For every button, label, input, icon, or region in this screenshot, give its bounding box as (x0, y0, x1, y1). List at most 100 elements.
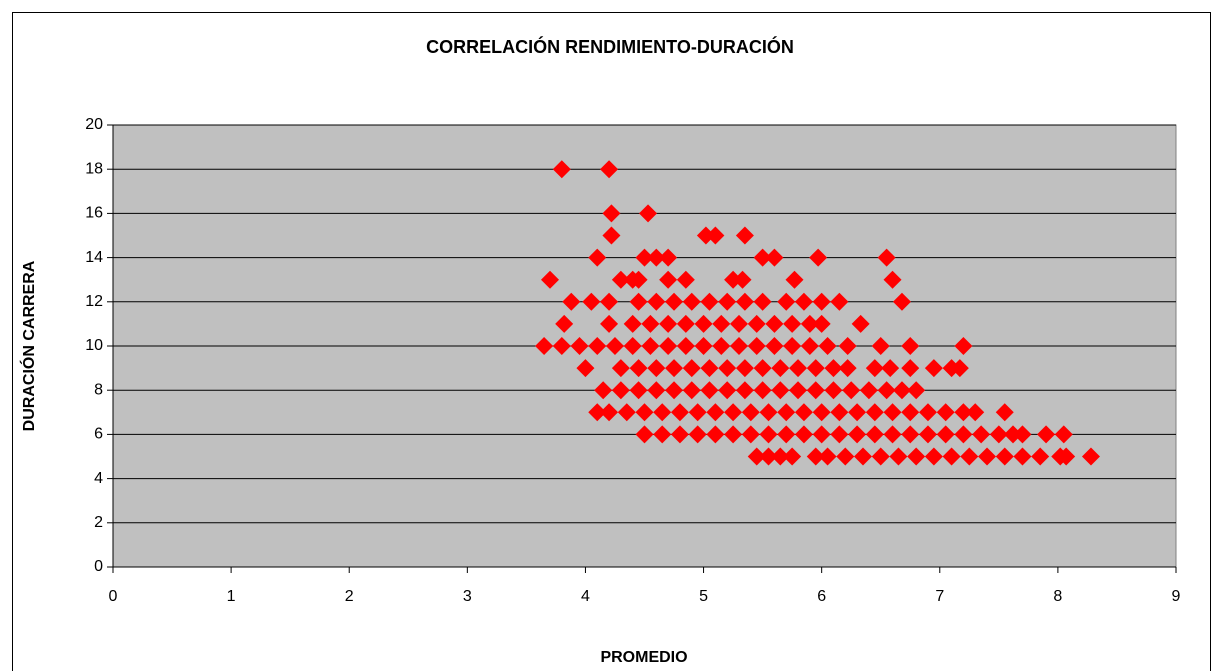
point (806, 359, 825, 378)
point (724, 425, 743, 444)
point (659, 248, 678, 267)
point (1054, 425, 1073, 444)
point (700, 359, 719, 378)
point (541, 270, 560, 289)
point (854, 447, 873, 466)
point (1004, 425, 1023, 444)
point (753, 359, 772, 378)
point (753, 381, 772, 400)
point (954, 337, 973, 355)
point (653, 425, 672, 444)
point (706, 403, 725, 422)
point (918, 403, 937, 422)
point (918, 425, 937, 444)
point (785, 270, 804, 289)
point (824, 381, 843, 400)
point (611, 381, 630, 400)
point (954, 403, 973, 422)
point (865, 359, 884, 378)
point (1081, 447, 1100, 466)
y-tick-label: 6 (94, 426, 103, 443)
x-tick-label: 3 (463, 588, 472, 605)
point (871, 447, 890, 466)
y-axis-label: DURACIÓN CARRERA (19, 260, 38, 431)
point (639, 204, 658, 223)
point (670, 425, 689, 444)
point (600, 403, 619, 422)
point (901, 359, 920, 378)
point (665, 381, 684, 400)
point (588, 248, 607, 267)
point (552, 160, 571, 179)
point (724, 270, 743, 289)
point (641, 337, 660, 355)
point (960, 447, 979, 466)
point (753, 292, 772, 311)
point (1037, 425, 1056, 444)
point (883, 403, 902, 422)
point (676, 337, 695, 355)
point (848, 403, 867, 422)
point (659, 270, 678, 289)
point (665, 359, 684, 378)
point (659, 337, 678, 355)
point (747, 447, 766, 466)
point (741, 425, 760, 444)
point (582, 292, 601, 311)
point (688, 403, 707, 422)
point (676, 314, 695, 333)
point (907, 381, 926, 400)
point (783, 447, 802, 466)
point (647, 359, 666, 378)
point (629, 359, 648, 378)
point (600, 314, 619, 333)
point (989, 425, 1008, 444)
point (735, 292, 754, 311)
point (602, 204, 621, 223)
point (735, 359, 754, 378)
y-tick-label: 8 (94, 381, 103, 398)
point (851, 314, 870, 333)
point (1013, 447, 1032, 466)
point (635, 248, 654, 267)
x-tick-label: 0 (109, 588, 118, 605)
point (647, 381, 666, 400)
point (735, 381, 754, 400)
point (765, 337, 784, 355)
point (995, 447, 1014, 466)
x-tick-label: 5 (699, 588, 708, 605)
x-tick-label: 7 (935, 588, 944, 605)
point (924, 447, 943, 466)
point (562, 292, 581, 311)
y-tick-label: 18 (85, 160, 103, 177)
point (877, 381, 896, 400)
point (706, 425, 725, 444)
point (789, 381, 808, 400)
x-tick-label: 8 (1053, 588, 1062, 605)
point (777, 403, 796, 422)
point (676, 270, 695, 289)
y-tick-label: 12 (85, 293, 103, 310)
point (771, 359, 790, 378)
point (641, 314, 660, 333)
point (555, 314, 574, 333)
point (635, 425, 654, 444)
point (771, 381, 790, 400)
point (629, 292, 648, 311)
x-tick-label: 9 (1172, 588, 1181, 605)
x-axis-label: PROMEDIO (600, 649, 687, 666)
point (966, 403, 985, 422)
point (848, 425, 867, 444)
x-tick-label: 4 (581, 588, 590, 605)
point (759, 403, 778, 422)
point (901, 425, 920, 444)
point (907, 447, 926, 466)
point (830, 292, 849, 311)
point (647, 248, 666, 267)
point (794, 292, 813, 311)
point (765, 248, 784, 267)
point (901, 403, 920, 422)
point (600, 160, 619, 179)
point (594, 381, 613, 400)
point (877, 248, 896, 267)
